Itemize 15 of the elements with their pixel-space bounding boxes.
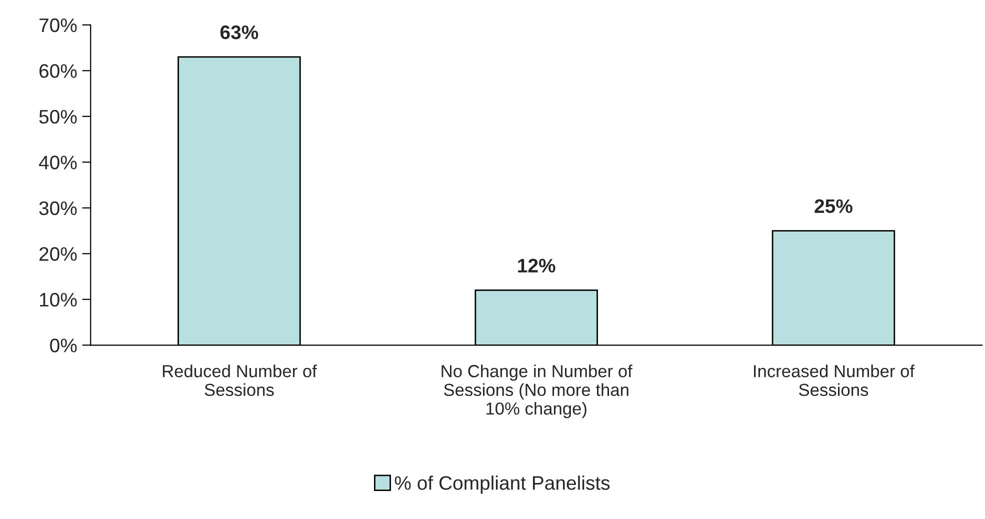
x-tick-label: Reduced Number of Sessions	[162, 364, 317, 396]
y-tick-label: 70%	[40, 18, 77, 32]
y-tick-label: 10%	[40, 292, 77, 307]
y-tick-label: 0%	[50, 338, 77, 352]
x-tick-label: Increased Number of Sessions	[754, 364, 915, 396]
x-tick-label: No Change in Number of Sessions (No more than 10% change)	[442, 364, 632, 418]
data-label: 25%	[814, 199, 852, 214]
y-tick-label: 30%	[39, 201, 77, 216]
data-label: 12%	[518, 258, 556, 272]
y-tick-label: 50%	[39, 110, 77, 124]
y-tick-label: 40%	[38, 156, 77, 170]
y-tick-label: 60%	[39, 64, 77, 78]
legend-label: % of Compliant Panelists	[394, 476, 610, 494]
data-label: 63%	[220, 25, 258, 40]
y-tick-label: 20%	[39, 247, 77, 261]
